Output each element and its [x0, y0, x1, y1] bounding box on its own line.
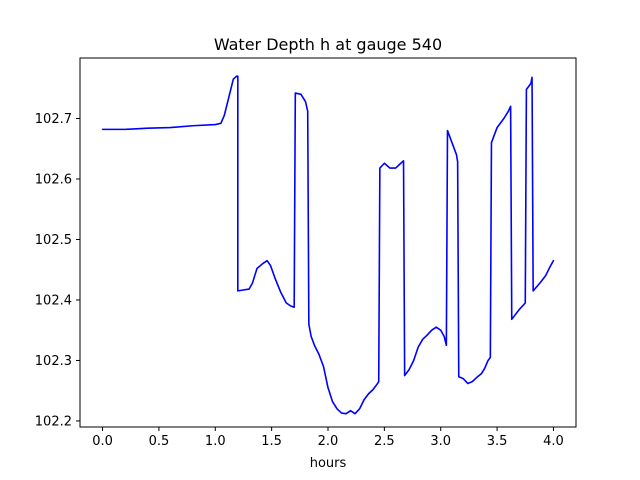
- x-tick-label: 0.0: [92, 434, 113, 449]
- y-tick-label: 102.7: [35, 112, 72, 127]
- y-tick-label: 102.6: [35, 172, 72, 187]
- x-tick-label: 2.0: [318, 434, 339, 449]
- y-tick-label: 102.5: [35, 233, 72, 248]
- y-tick-label: 102.3: [35, 354, 72, 369]
- x-tick-label: 1.5: [261, 434, 282, 449]
- plot-area: [101, 75, 555, 415]
- x-tick-label: 2.5: [374, 434, 395, 449]
- x-tick-label: 3.5: [487, 434, 508, 449]
- x-axis-title: hours: [310, 456, 347, 471]
- x-tick-label: 0.5: [149, 434, 170, 449]
- x-tick-label: 1.0: [205, 434, 226, 449]
- x-tick-label: 4.0: [543, 434, 564, 449]
- y-tick-label: 102.4: [35, 293, 72, 308]
- y-axis: 102.2 102.3 102.4 102.5 102.6 102.7: [35, 112, 80, 429]
- chart-title: Water Depth h at gauge 540: [214, 35, 442, 54]
- x-axis: 0.0 0.5 1.0 1.5 2.0 2.5 3.0 3.5 4.0: [92, 427, 564, 449]
- y-tick-label: 102.2: [35, 414, 72, 429]
- x-tick-label: 3.0: [430, 434, 451, 449]
- series-line-0: [101, 75, 555, 415]
